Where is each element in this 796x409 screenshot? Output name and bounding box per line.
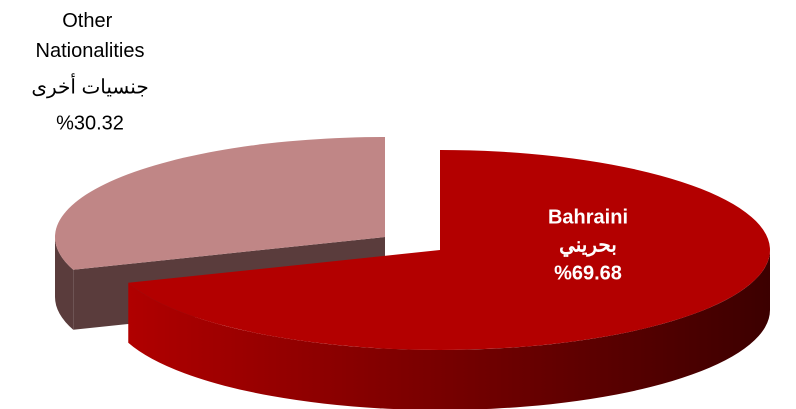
slice-value-label: %69.68 bbox=[554, 262, 622, 284]
slice-label: Bahraini bbox=[548, 206, 628, 228]
slice-value-label: %30.32 bbox=[56, 112, 124, 134]
slice-side bbox=[55, 237, 74, 330]
slice-label-line: Other bbox=[62, 10, 118, 32]
slice-label: Other Nationalities bbox=[36, 10, 145, 62]
slice-side bbox=[128, 250, 770, 409]
slice-top bbox=[55, 137, 386, 270]
slice bbox=[128, 150, 771, 409]
slice-label-line: Nationalities bbox=[36, 40, 145, 62]
slice-top bbox=[128, 150, 771, 350]
slice-label-ar: جنسيات أخرى bbox=[31, 72, 148, 98]
slice-label-ar: بحريني bbox=[559, 234, 617, 257]
